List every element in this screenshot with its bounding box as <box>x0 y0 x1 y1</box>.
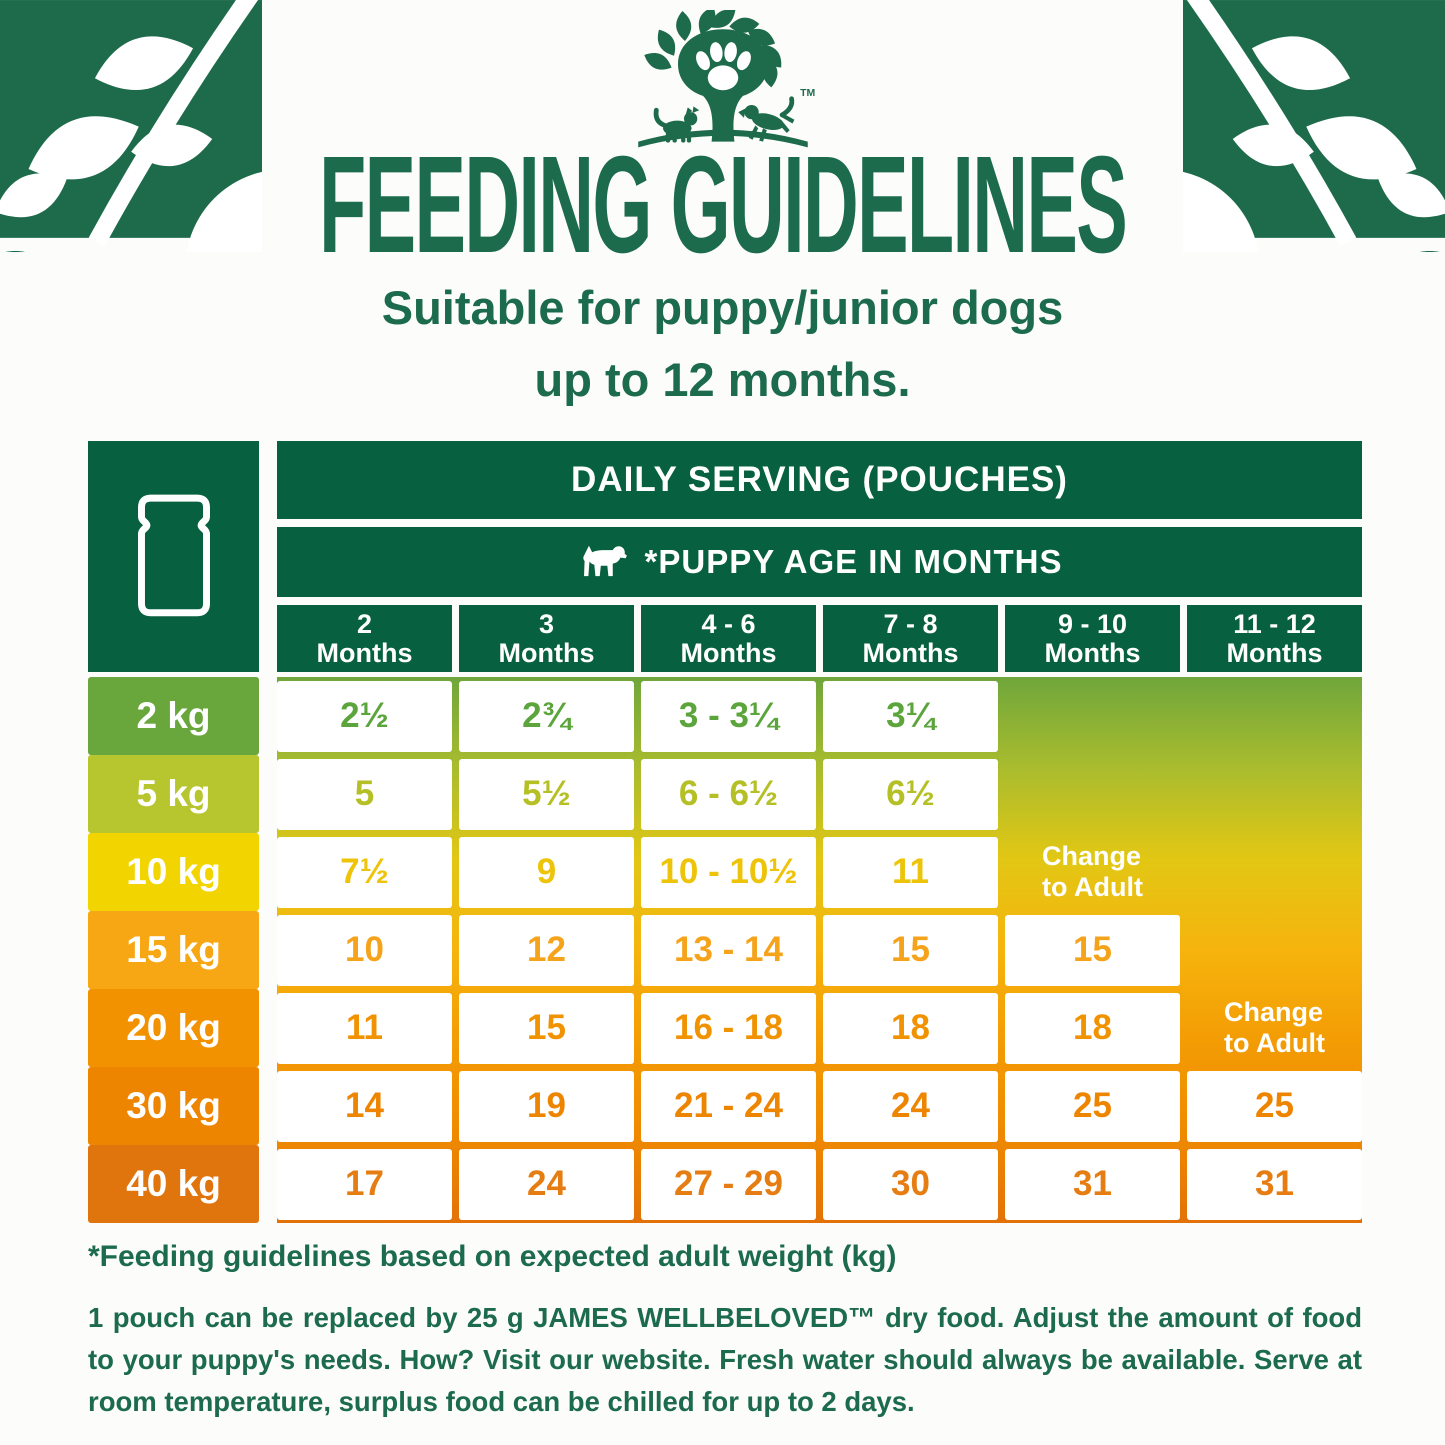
serving-value: 18 <box>823 992 998 1064</box>
age-column-9-10-months: 9 - 10 Months <box>1005 605 1180 672</box>
serving-value: 11 <box>823 836 998 908</box>
serving-value: 5 <box>277 758 452 830</box>
change-to-adult-zone <box>1187 681 1362 752</box>
subtitle-line-2: up to 12 months. <box>534 353 911 406</box>
serving-value: 2¾ <box>459 680 634 752</box>
table-header: DAILY SERVING (POUCHES) *PUPPY AGE IN MO… <box>88 441 1362 672</box>
footnote: *Feeding guidelines based on expected ad… <box>88 1240 897 1273</box>
serving-value: 30 <box>823 1148 998 1220</box>
feeding-table: DAILY SERVING (POUCHES) *PUPPY AGE IN MO… <box>88 441 1362 1223</box>
serving-value: 6½ <box>823 758 998 830</box>
weight-label-10kg: 10 kg <box>88 833 259 911</box>
serving-value: 15 <box>1005 914 1180 986</box>
serving-value: 10 <box>277 914 452 986</box>
serving-value: 19 <box>459 1070 634 1142</box>
table-row-15kg: 10 12 13 - 14 15 15 <box>277 911 1362 989</box>
serving-value: 31 <box>1187 1148 1362 1220</box>
weight-labels-column: 2 kg 5 kg 10 kg 15 kg 20 kg 30 kg 40 kg <box>88 677 259 1223</box>
serving-value: 31 <box>1005 1148 1180 1220</box>
table-row-10kg: 7½ 9 10 - 10½ 11 <box>277 833 1362 911</box>
serving-value: 11 <box>277 992 452 1064</box>
change-to-adult-zone <box>1187 837 1362 908</box>
serving-value: 5½ <box>459 758 634 830</box>
serving-value: 14 <box>277 1070 452 1142</box>
age-columns-row: 2 Months 3 Months 4 - 6 Months 7 - 8 Months … <box>277 605 1362 672</box>
serving-value: 10 - 10½ <box>641 836 816 908</box>
serving-value: 24 <box>459 1148 634 1220</box>
age-column-4-6-months: 4 - 6 Months <box>641 605 816 672</box>
serving-value: 2½ <box>277 680 452 752</box>
change-to-adult-zone <box>1005 681 1180 752</box>
serving-value: 16 - 18 <box>641 992 816 1064</box>
pouch-icon-cell <box>88 441 259 672</box>
change-to-adult-note-2: Change to Adult <box>1224 997 1325 1058</box>
page-title: FEEDING GUIDELINES <box>318 128 1128 282</box>
serving-value: 17 <box>277 1148 452 1220</box>
serving-value: 21 - 24 <box>641 1070 816 1142</box>
age-column-2-months: 2 Months <box>277 605 452 672</box>
serving-value: 3 - 3¼ <box>641 680 816 752</box>
weight-label-15kg: 15 kg <box>88 911 259 989</box>
serving-value: 15 <box>823 914 998 986</box>
table-row-2kg: 2½ 2¾ 3 - 3¼ 3¼ <box>277 677 1362 755</box>
serving-value: 24 <box>823 1070 998 1142</box>
daily-serving-label: DAILY SERVING (POUCHES) <box>571 460 1068 499</box>
change-to-adult-note-1: Change to Adult <box>1042 841 1143 902</box>
serving-value: 7½ <box>277 836 452 908</box>
serving-value: 15 <box>459 992 634 1064</box>
serving-value: 3¼ <box>823 680 998 752</box>
weight-label-40kg: 40 kg <box>88 1145 259 1223</box>
dog-icon <box>582 545 627 577</box>
table-row-40kg: 17 24 27 - 29 30 31 31 <box>277 1145 1362 1223</box>
serving-value: 12 <box>459 914 634 986</box>
serving-value: 18 <box>1005 992 1180 1064</box>
change-to-adult-zone <box>1187 759 1362 830</box>
logo-trademark: TM <box>800 88 815 99</box>
age-column-7-8-months: 7 - 8 Months <box>823 605 998 672</box>
daily-serving-header: DAILY SERVING (POUCHES) <box>277 441 1362 519</box>
pouch-icon <box>137 494 210 616</box>
weight-label-2kg: 2 kg <box>88 677 259 755</box>
weight-label-20kg: 20 kg <box>88 989 259 1067</box>
subtitle-line-1: Suitable for puppy/junior dogs <box>381 281 1064 334</box>
serving-value: 13 - 14 <box>641 914 816 986</box>
change-to-adult-zone <box>1187 915 1362 986</box>
table-row-30kg: 14 19 21 - 24 24 25 25 <box>277 1067 1362 1145</box>
brand-tree-paw-logo-icon: TM <box>623 6 823 158</box>
puppy-age-header: *PUPPY AGE IN MONTHS <box>277 527 1362 597</box>
table-body: 2 kg 5 kg 10 kg 15 kg 20 kg 30 kg 40 kg … <box>88 677 1362 1223</box>
serving-value: 27 - 29 <box>641 1148 816 1220</box>
weight-label-5kg: 5 kg <box>88 755 259 833</box>
table-row-5kg: 5 5½ 6 - 6½ 6½ <box>277 755 1362 833</box>
page-subtitle: Suitable for puppy/junior dogs up to 12 … <box>0 272 1445 416</box>
serving-value: 25 <box>1005 1070 1180 1142</box>
change-to-adult-zone <box>1005 759 1180 830</box>
serving-value: 25 <box>1187 1070 1362 1142</box>
serving-value: 9 <box>459 836 634 908</box>
puppy-age-label: *PUPPY AGE IN MONTHS <box>644 543 1063 580</box>
note-paragraph: 1 pouch can be replaced by 25 g JAMES WE… <box>88 1302 1362 1417</box>
serving-gradient-area: 2½ 2¾ 3 - 3¼ 3¼ 5 5½ 6 - 6½ 6½ 7½ <box>277 677 1362 1223</box>
table-row-20kg: 11 15 16 - 18 18 18 <box>277 989 1362 1067</box>
serving-value: 6 - 6½ <box>641 758 816 830</box>
age-column-3-months: 3 Months <box>459 605 634 672</box>
weight-label-30kg: 30 kg <box>88 1067 259 1145</box>
age-column-11-12-months: 11 - 12 Months <box>1187 605 1362 672</box>
